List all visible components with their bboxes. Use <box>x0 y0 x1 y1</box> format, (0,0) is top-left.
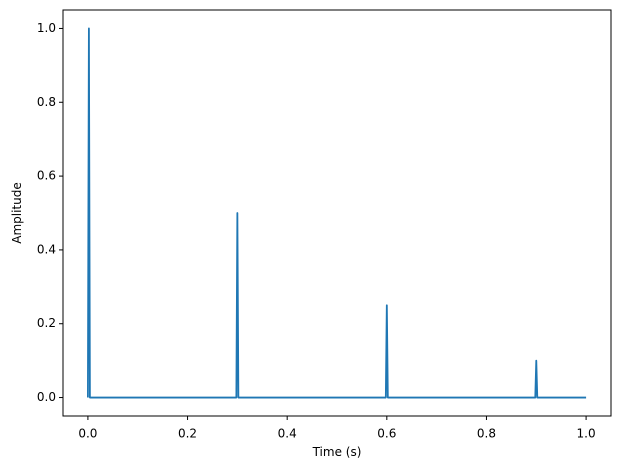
x-axis-label: Time (s) <box>312 445 362 459</box>
y-tick-label: 0.6 <box>37 169 56 183</box>
x-tick-label: 0.8 <box>477 427 496 441</box>
y-tick-label: 0.8 <box>37 95 56 109</box>
x-tick-label: 0.6 <box>377 427 396 441</box>
y-tick-label: 0.2 <box>37 316 56 330</box>
y-tick-label: 1.0 <box>37 21 56 35</box>
y-tick-label: 0.0 <box>37 390 56 404</box>
plot-frame <box>62 9 612 417</box>
data-line <box>87 27 587 399</box>
x-tick-label: 0.0 <box>78 427 97 441</box>
x-tick-label: 0.2 <box>178 427 197 441</box>
x-tick-label: 0.4 <box>278 427 297 441</box>
x-tick-label: 1.0 <box>577 427 596 441</box>
y-axis-label: Amplitude <box>10 182 24 244</box>
y-tick-label: 0.4 <box>37 242 56 256</box>
